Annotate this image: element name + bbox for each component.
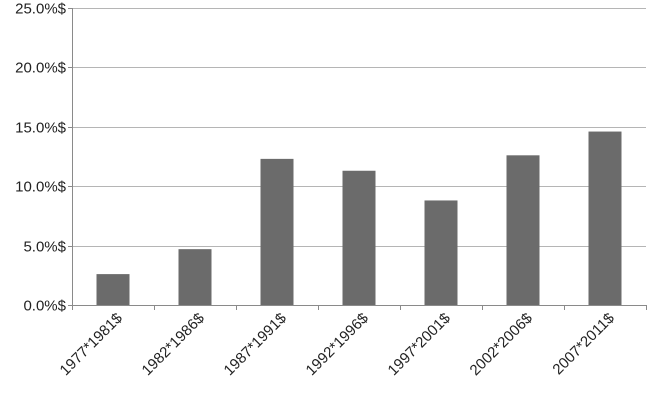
x-category-label: 1987*1991$ [221,309,291,379]
y-tick-labels: 0.0%$ 5.0%$ 10.0%$ 15.0%$ 20.0%$ 25.0%$ [15,1,67,315]
x-category-label: 1992*1996$ [303,309,373,379]
x-category-label: 1997*2001$ [385,309,455,379]
x-category-label: 2002*2006$ [467,309,537,379]
y-tick-label: 15.0%$ [15,120,67,137]
bar [260,158,294,305]
y-tick-label: 20.0%$ [15,60,67,77]
x-category-label: 1982*1986$ [139,309,209,379]
y-tick-label: 0.0%$ [23,298,66,315]
y-tick-label: 5.0%$ [23,239,66,256]
gridlines [72,8,646,247]
y-tick-label: 25.0%$ [15,1,67,18]
x-category-label: 1977*1981$ [57,309,127,379]
y-tick-label: 10.0%$ [15,179,67,196]
x-category-label: 2007*2011$ [549,309,618,378]
bars [96,131,622,305]
bar [506,155,540,305]
x-category-labels: 1977*1981$ 1982*1986$ 1987*1991$ 1992*1996$… [57,309,619,379]
axes [68,8,647,310]
bar [588,131,622,305]
bar [424,200,458,305]
bar [178,249,212,305]
bar [342,170,376,305]
bar [96,274,130,305]
